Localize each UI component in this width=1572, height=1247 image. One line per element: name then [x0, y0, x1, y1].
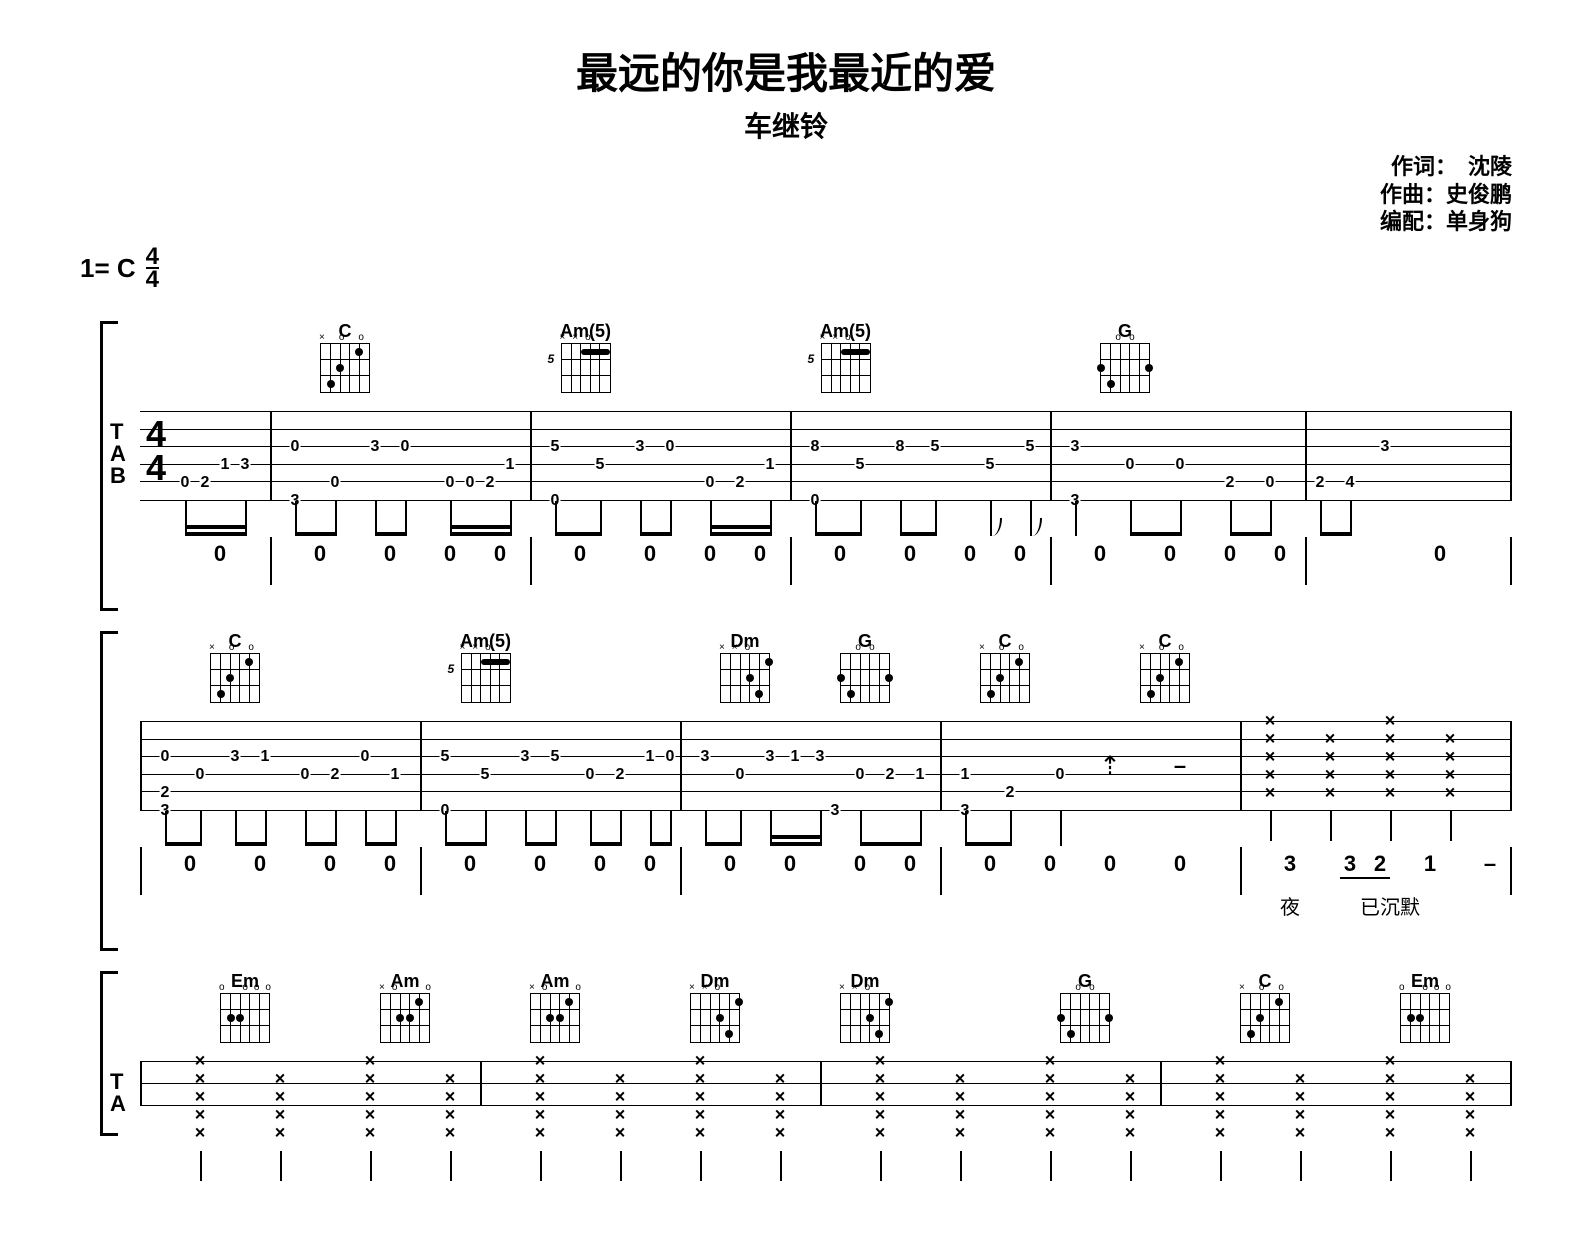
tab-note: 1: [790, 748, 801, 766]
tab-note: 1: [960, 766, 971, 784]
song-title: 最远的你是我最近的爱: [60, 40, 1512, 101]
tab-note: 3: [230, 748, 241, 766]
chord-diagram: C×oo: [1140, 631, 1190, 703]
tab-note: 1: [220, 456, 231, 474]
tab-note: 0: [705, 474, 716, 492]
tab-note: 2: [885, 766, 896, 784]
credits: 作词： 沈陵 作曲：史俊鹏 编配：单身狗: [60, 153, 1512, 236]
system: C×ooAm(5)××o5Dm××oGooC×ooC×oo02303102015…: [60, 631, 1512, 951]
chord-diagram: Goo: [1060, 971, 1110, 1043]
tab-note: 5: [550, 748, 561, 766]
tab-note: 2: [330, 766, 341, 784]
tab-note: 5: [985, 456, 996, 474]
tab-note: 1: [390, 766, 401, 784]
tab-note: 0: [465, 474, 476, 492]
chord-diagram: Goo: [1100, 321, 1150, 393]
tab-staff: 02303102015053502103303130211320⇡–××××××…: [140, 721, 1512, 811]
tab-note: 0: [665, 748, 676, 766]
tab-note: 5: [595, 456, 606, 474]
chord-diagram: Goo: [840, 631, 890, 703]
chord-diagram: C×oo: [210, 631, 260, 703]
tab-note: 0: [300, 766, 311, 784]
tab-note: 2: [1315, 474, 1326, 492]
tab-note: 0: [1175, 456, 1186, 474]
tab-note: 4: [1345, 474, 1356, 492]
tab-note: 3: [700, 748, 711, 766]
tab-note: 0: [445, 474, 456, 492]
chord-diagram: Am×oo: [530, 971, 580, 1043]
tab-note: 0: [330, 474, 341, 492]
artist: 车继铃: [60, 105, 1512, 145]
tab-note: 3: [1380, 438, 1391, 456]
tab-note: 3: [635, 438, 646, 456]
chord-diagram: Am(5)××o5: [460, 631, 511, 703]
tab-note: 5: [440, 748, 451, 766]
tab-note: 2: [615, 766, 626, 784]
tab-staff: TAB4402130303000215053002180585553300202…: [140, 411, 1512, 501]
tab-note: 0: [360, 748, 371, 766]
jianpu-line: 000000000000000000: [140, 541, 1512, 581]
tab-note: 1: [765, 456, 776, 474]
chord-diagram: Dm××o: [720, 631, 770, 703]
tab-note: 8: [810, 438, 821, 456]
tab-note: 3: [815, 748, 826, 766]
tab-note: 0: [1125, 456, 1136, 474]
system: C×ooAm(5)××o5Am(5)××o5GooTAB440213030300…: [60, 321, 1512, 611]
tab-note: 2: [485, 474, 496, 492]
tab-note: 3: [765, 748, 776, 766]
tab-note: 3: [520, 748, 531, 766]
chord-diagram: C×oo: [1240, 971, 1290, 1043]
tab-note: 2: [1005, 784, 1016, 802]
chord-diagram: Emoooo: [1400, 971, 1450, 1043]
tab-note: 0: [585, 766, 596, 784]
tab-note: 0: [290, 438, 301, 456]
tab-note: 5: [550, 438, 561, 456]
tab-note: 3: [1070, 438, 1081, 456]
tab-note: 5: [930, 438, 941, 456]
tab-note: 3: [370, 438, 381, 456]
chord-diagram: Dm××o: [840, 971, 890, 1043]
tab-note: 0: [1265, 474, 1276, 492]
tab-staff: TA××××××××××××××××××××××××××××××××××××××…: [140, 1061, 1512, 1106]
chord-diagram: Am×oo: [380, 971, 430, 1043]
lyrics: 夜已沉默: [140, 891, 1512, 921]
tab-note: 1: [645, 748, 656, 766]
tab-note: 0: [735, 766, 746, 784]
system: Emoooo Am×oo Am×oo Dm××o Dm××o Goo C×oo Emoooo T…: [60, 971, 1512, 1136]
jianpu-line: 00000000000000003321–: [140, 851, 1512, 891]
chord-diagram: C×oo: [320, 321, 370, 393]
chord-diagram: Am(5)××o5: [560, 321, 611, 393]
tab-note: 1: [915, 766, 926, 784]
tab-note: 2: [200, 474, 211, 492]
tab-note: 1: [260, 748, 271, 766]
tab-note: 3: [830, 802, 841, 820]
chord-diagram: Emoooo: [220, 971, 270, 1043]
tab-note: 0: [665, 438, 676, 456]
chord-diagram: Am(5)××o5: [820, 321, 871, 393]
tab-note: 0: [855, 766, 866, 784]
tab-note: 0: [1055, 766, 1066, 784]
tab-note: 1: [505, 456, 516, 474]
tab-note: 0: [195, 766, 206, 784]
tab-note: 0: [400, 438, 411, 456]
tab-note: 8: [895, 438, 906, 456]
tab-note: 2: [735, 474, 746, 492]
tab-note: 3: [240, 456, 251, 474]
tab-note: 5: [1025, 438, 1036, 456]
tab-note: 2: [160, 784, 171, 802]
chord-diagram: Dm××o: [690, 971, 740, 1043]
tab-note: 0: [180, 474, 191, 492]
tab-note: 0: [160, 748, 171, 766]
tab-note: 2: [1225, 474, 1236, 492]
chord-diagram: C×oo: [980, 631, 1030, 703]
key-signature: 1= C 44: [80, 246, 1512, 291]
tab-note: 5: [855, 456, 866, 474]
tab-note: 5: [480, 766, 491, 784]
